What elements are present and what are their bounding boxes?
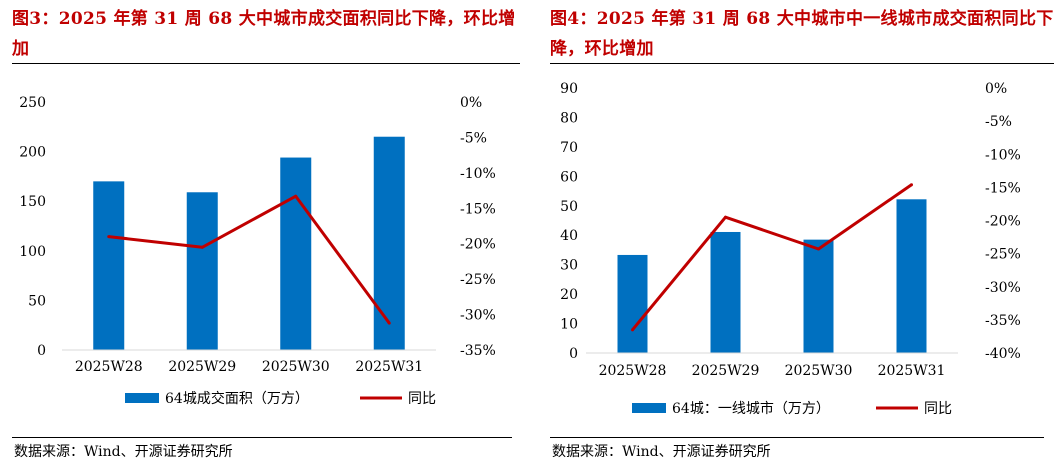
- x-tick-label: 2025W31: [355, 359, 423, 375]
- x-tick-label: 2025W30: [262, 359, 330, 375]
- bar: [710, 231, 741, 353]
- y-left-tick-label: 30: [560, 258, 578, 274]
- y-left-tick-label: 20: [560, 287, 578, 303]
- y-left-tick-label: 50: [28, 293, 46, 309]
- y-left-tick-label: 100: [19, 244, 46, 260]
- chart-panel-right: 图4：2025 年第 31 周 68 大中城市中一线城市成交面积同比下降，环比增…: [538, 0, 1057, 467]
- figure-title: 图4：2025 年第 31 周 68 大中城市中一线城市成交面积同比下降，环比增…: [550, 9, 1054, 59]
- yoy-point: [294, 194, 298, 198]
- y-left-tick-label: 80: [560, 110, 578, 126]
- title-divider: [12, 63, 520, 64]
- x-tick-label: 2025W28: [75, 359, 143, 375]
- legend-bar-swatch: [632, 403, 666, 413]
- y-right-tick-label: -25%: [985, 247, 1021, 263]
- y-left-tick-label: 150: [19, 194, 46, 210]
- y-right-tick-label: -25%: [460, 272, 496, 288]
- y-left-tick-label: 50: [560, 199, 578, 215]
- bar: [617, 254, 648, 353]
- figure-title: 图3：2025 年第 31 周 68 大中城市成交面积同比下降，环比增加: [12, 9, 516, 59]
- bar: [186, 192, 218, 350]
- y-right-tick-label: -20%: [985, 214, 1021, 230]
- bar: [803, 239, 834, 353]
- yoy-point: [817, 247, 820, 251]
- bar: [93, 181, 125, 350]
- y-right-tick-label: 0%: [460, 95, 482, 111]
- bar: [896, 199, 927, 353]
- source-note: 数据来源：Wind、开源证券研究所: [552, 444, 771, 460]
- yoy-series-line: [108, 194, 391, 324]
- y-right-tick-label: -30%: [985, 280, 1021, 296]
- chart-right-canvas: 0 10 20 30 40 50 60 70 80 90 -40% -35% -30% -25% -20% -…: [560, 81, 1021, 417]
- y-left-tick-label: 70: [560, 140, 578, 156]
- y-right-tick-label: -40%: [985, 346, 1021, 362]
- title-divider: [550, 63, 1054, 64]
- yoy-point: [910, 183, 913, 187]
- yoy-point: [387, 321, 391, 325]
- yoy-series-line: [631, 183, 913, 331]
- y-left-tick-label: 90: [560, 81, 578, 97]
- y-right-tick-label: -35%: [985, 313, 1021, 329]
- y-right-tick-label: -5%: [460, 130, 487, 146]
- legend-line-label: 同比: [924, 401, 952, 417]
- bar: [280, 157, 312, 350]
- x-tick-label: 2025W28: [599, 363, 667, 379]
- source-note: 数据来源：Wind、开源证券研究所: [14, 444, 233, 460]
- yoy-point: [200, 245, 204, 249]
- y-right-tick-label: -10%: [460, 166, 496, 182]
- y-right-tick-label: -15%: [460, 201, 496, 217]
- yoy-point: [107, 235, 111, 239]
- x-tick-label: 2025W29: [692, 363, 760, 379]
- y-left-tick-label: 250: [19, 95, 46, 111]
- y-right-tick-label: 0%: [985, 81, 1007, 97]
- source-divider: [12, 437, 512, 438]
- x-tick-label: 2025W29: [168, 359, 236, 375]
- y-right-tick-label: -30%: [460, 308, 496, 324]
- x-tick-label: 2025W31: [878, 363, 946, 379]
- y-left-tick-label: 0: [37, 343, 46, 359]
- y-left-tick-label: 40: [560, 228, 578, 244]
- y-left-tick-label: 200: [19, 145, 46, 161]
- source-divider: [550, 437, 1044, 438]
- chart-left-canvas: 0 50 100 150 200 250 -35% -30% -25% -20% -15% -10% -…: [19, 95, 496, 407]
- y-left-tick-label: 0: [569, 346, 578, 362]
- x-tick-label: 2025W30: [785, 363, 853, 379]
- legend-bar-swatch: [125, 393, 159, 403]
- bar: [373, 136, 405, 350]
- yoy-point: [631, 328, 634, 332]
- y-left-tick-label: 60: [560, 169, 578, 185]
- chart-panel-left: 图3：2025 年第 31 周 68 大中城市成交面积同比下降，环比增加 0 50…: [0, 0, 525, 467]
- legend-line-label: 同比: [408, 391, 436, 407]
- legend-bar-label: 64城：一线城市（万方）: [672, 400, 830, 417]
- y-right-tick-label: -35%: [460, 343, 496, 359]
- y-right-tick-label: -15%: [985, 180, 1021, 196]
- y-right-tick-label: -10%: [985, 147, 1021, 163]
- y-right-tick-label: -20%: [460, 237, 496, 253]
- y-left-tick-label: 10: [560, 317, 578, 333]
- y-right-tick-label: -5%: [985, 114, 1012, 130]
- legend-bar-label: 64城成交面积（万方）: [165, 390, 309, 407]
- yoy-point: [724, 215, 727, 219]
